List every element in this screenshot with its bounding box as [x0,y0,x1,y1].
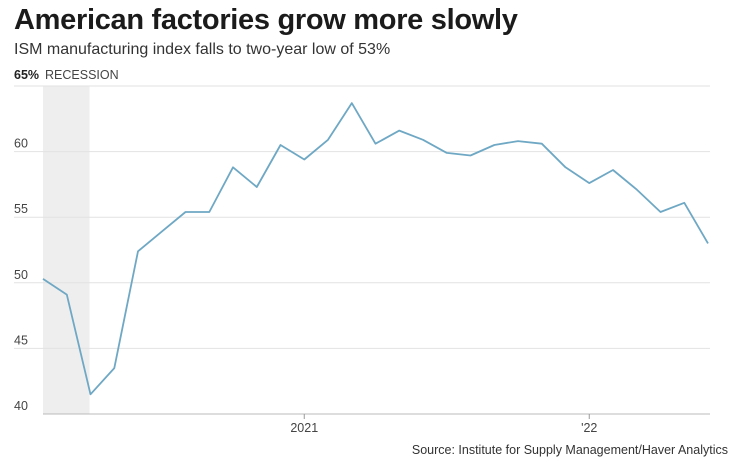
y-tick-label: 65% [14,68,39,82]
x-tick-label: 2021 [290,421,318,435]
source-note: Source: Institute for Supply Management/… [411,443,728,457]
x-tick-label: '22 [581,421,597,435]
series-line [42,102,709,396]
chart-title: American factories grow more slowly [14,4,518,36]
y-tick-label: 40 [14,399,28,413]
x-axis-ticks: 2021 '22 [290,414,597,435]
y-tick-label: 55 [14,202,28,216]
y-tick-label: 50 [14,268,28,282]
y-tick-label: 60 [14,137,28,151]
gridlines [14,85,710,349]
recession-label: RECESSION [45,68,119,82]
recession-band [43,86,90,414]
chart-subtitle: ISM manufacturing index falls to two-yea… [14,41,391,58]
y-tick-label: 45 [14,333,28,347]
y-axis-ticks: 40 45 50 55 60 65% [14,68,39,413]
